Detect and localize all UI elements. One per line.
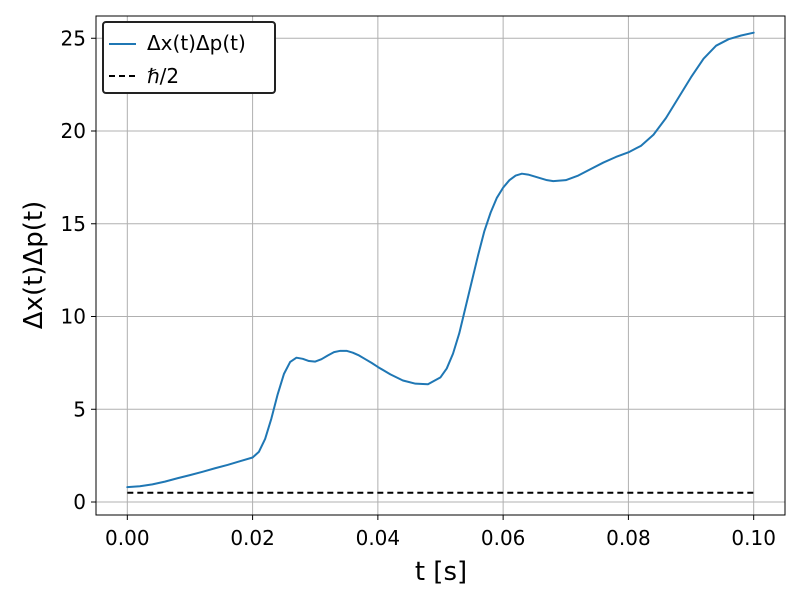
y-tick-label: 5 xyxy=(73,397,86,421)
legend: Δx(t)Δp(t) ℏ/2 xyxy=(102,21,276,94)
y-tick-label: 25 xyxy=(61,26,86,50)
x-tick-label: 0.08 xyxy=(606,526,651,550)
x-axis-ticks: 0.00 0.02 0.04 0.06 0.08 0.10 xyxy=(105,515,776,550)
series-line-0 xyxy=(126,31,755,489)
x-tick-label: 0.06 xyxy=(481,526,526,550)
x-tick-label: 0.00 xyxy=(105,526,150,550)
x-axis-label: t [s] xyxy=(415,557,467,587)
y-tick-label: 20 xyxy=(61,119,86,143)
y-tick-label: 10 xyxy=(61,305,86,329)
x-tick-label: 0.04 xyxy=(356,526,401,550)
legend-box xyxy=(102,21,276,94)
y-axis-ticks: 0 5 10 15 20 25 xyxy=(61,26,96,514)
y-axis-label: Δx(t)Δp(t) xyxy=(19,201,49,329)
plot-series xyxy=(126,31,755,494)
x-tick-label: 0.10 xyxy=(731,526,776,550)
y-tick-label: 15 xyxy=(61,212,86,236)
x-tick-label: 0.02 xyxy=(230,526,275,550)
plot-frame xyxy=(95,15,786,516)
legend-label-0: Δx(t)Δp(t) xyxy=(147,31,246,55)
legend-label-1: ℏ/2 xyxy=(147,64,179,88)
y-tick-label: 0 xyxy=(73,490,86,514)
